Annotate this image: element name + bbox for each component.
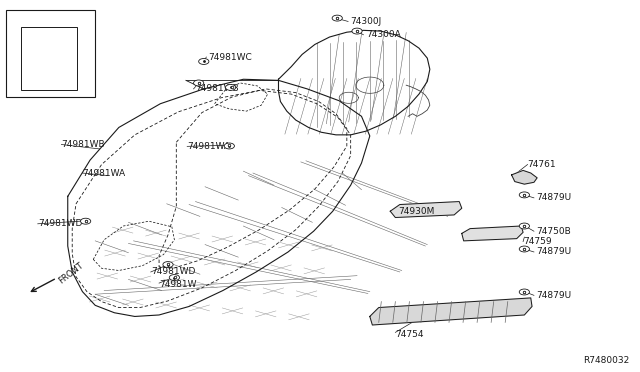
Text: 74930M: 74930M xyxy=(398,207,435,216)
Polygon shape xyxy=(462,226,523,241)
Circle shape xyxy=(519,246,529,252)
Text: 74981WD: 74981WD xyxy=(38,219,82,228)
Polygon shape xyxy=(370,298,532,325)
Text: R7480032: R7480032 xyxy=(584,356,630,365)
Text: 74981W: 74981W xyxy=(159,280,196,289)
Text: 74892R: 74892R xyxy=(25,31,60,39)
Text: FRONT: FRONT xyxy=(57,261,85,285)
Text: 74754: 74754 xyxy=(396,330,424,339)
Circle shape xyxy=(170,275,179,280)
Text: 74300A: 74300A xyxy=(366,30,401,39)
Text: 74879U: 74879U xyxy=(536,291,571,300)
Polygon shape xyxy=(511,170,537,184)
Bar xyxy=(6,10,95,97)
Text: 74981WB: 74981WB xyxy=(195,84,239,93)
Text: 74761: 74761 xyxy=(527,160,556,169)
Circle shape xyxy=(225,84,236,90)
Text: 74879U: 74879U xyxy=(536,193,571,202)
Bar xyxy=(21,28,77,90)
Text: 74300J: 74300J xyxy=(351,17,382,26)
Text: 74759: 74759 xyxy=(523,237,552,246)
Circle shape xyxy=(519,289,529,295)
Circle shape xyxy=(519,192,529,198)
Circle shape xyxy=(163,262,173,267)
Text: 74981WC: 74981WC xyxy=(208,52,252,61)
Text: 74750B: 74750B xyxy=(536,227,571,236)
Circle shape xyxy=(81,218,91,224)
Text: 74879U: 74879U xyxy=(536,247,571,256)
Circle shape xyxy=(224,143,234,149)
Circle shape xyxy=(352,28,362,34)
Circle shape xyxy=(519,223,529,229)
Text: 74981WB: 74981WB xyxy=(61,140,105,149)
Circle shape xyxy=(332,15,342,21)
Text: 74981WA: 74981WA xyxy=(83,169,125,177)
Circle shape xyxy=(198,58,209,64)
Text: 74981WA: 74981WA xyxy=(187,142,230,151)
Circle shape xyxy=(193,80,204,86)
Polygon shape xyxy=(390,202,462,218)
Text: 74981WD: 74981WD xyxy=(151,267,195,276)
